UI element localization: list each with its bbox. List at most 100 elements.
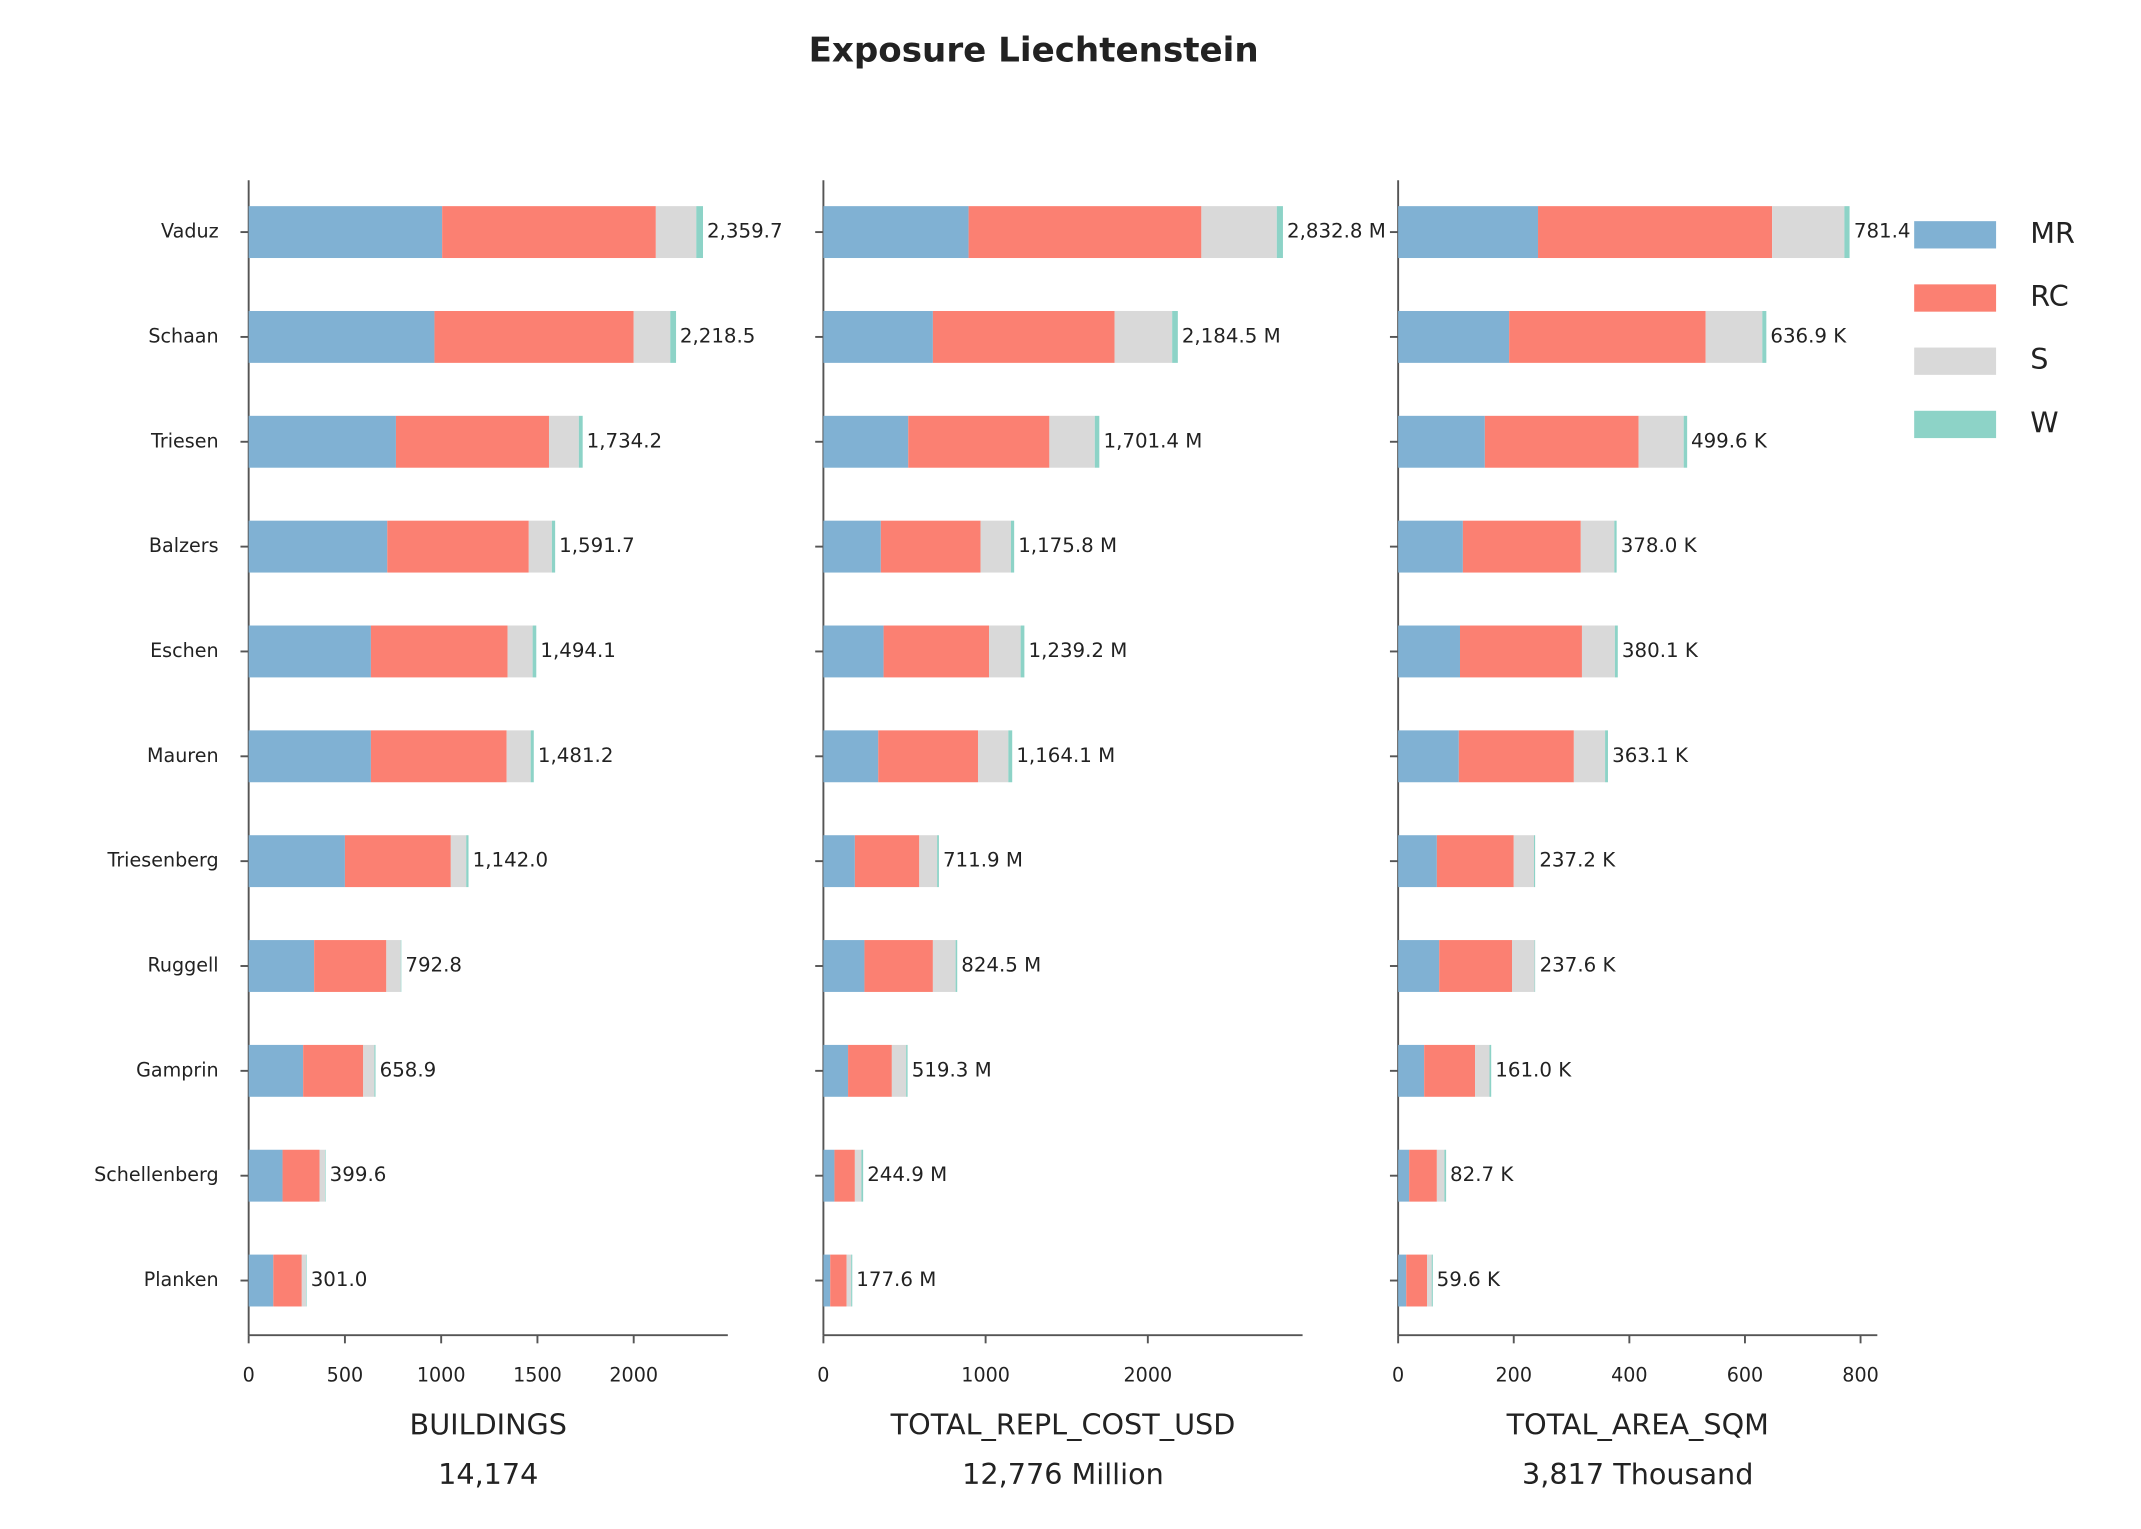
bar-segment bbox=[1458, 730, 1574, 783]
total-label: 378.0 K bbox=[1621, 534, 1698, 557]
bar-segment bbox=[955, 940, 958, 992]
bar-segment bbox=[1398, 310, 1510, 363]
bar-segment bbox=[1406, 1254, 1428, 1307]
y-tick-label: Mauren bbox=[147, 744, 219, 767]
bar-segment bbox=[696, 206, 704, 259]
legend-label: MR bbox=[2030, 216, 2075, 250]
total-label: 824.5 M bbox=[961, 954, 1041, 977]
bar-segment bbox=[450, 835, 467, 888]
total-label: 177.6 M bbox=[856, 1268, 936, 1291]
x-tick-label: 500 bbox=[327, 1364, 363, 1387]
bar-segment bbox=[823, 835, 855, 888]
bar-segment bbox=[507, 625, 533, 678]
bar-segment bbox=[823, 415, 909, 468]
total-label: 1,701.4 M bbox=[1103, 429, 1202, 452]
bar-segment bbox=[374, 1044, 376, 1097]
bar-segment bbox=[1605, 730, 1608, 783]
bar-segment bbox=[248, 940, 315, 992]
bar-segment bbox=[1398, 730, 1459, 783]
bar-segment bbox=[1409, 1149, 1437, 1202]
legend-label: RC bbox=[2030, 279, 2068, 313]
x-tick-label: 1000 bbox=[417, 1364, 466, 1387]
total-label: 59.6 K bbox=[1437, 1268, 1501, 1291]
total-label: 1,142.0 bbox=[473, 849, 549, 872]
bar-segment bbox=[248, 310, 435, 363]
total-label: 1,591.7 bbox=[559, 534, 635, 557]
bar-segment bbox=[1462, 520, 1581, 573]
bar-segment bbox=[1484, 415, 1639, 468]
bar-segment bbox=[1398, 835, 1437, 888]
bar-segment bbox=[823, 310, 933, 363]
legend-swatch bbox=[1914, 221, 1997, 249]
bar-segment bbox=[1705, 310, 1763, 363]
bar-segment bbox=[530, 730, 534, 783]
y-tick-label: Planken bbox=[144, 1268, 219, 1291]
legend-swatch bbox=[1914, 347, 1997, 375]
x-axis-sublabel: 12,776 Million bbox=[962, 1457, 1164, 1491]
bar-segment bbox=[891, 1044, 907, 1097]
y-tick-label: Triesenberg bbox=[106, 849, 218, 872]
total-label: 1,239.2 M bbox=[1029, 639, 1128, 662]
bar-segment bbox=[1475, 1044, 1490, 1097]
bar-segment bbox=[908, 415, 1050, 468]
bar-segment bbox=[1172, 310, 1178, 363]
x-axis-label: TOTAL_AREA_SQM bbox=[1506, 1408, 1769, 1442]
bar-segment bbox=[248, 206, 443, 259]
bar-segment bbox=[823, 1044, 849, 1097]
bar-segment bbox=[1398, 520, 1463, 573]
total-label: 1,164.1 M bbox=[1016, 744, 1115, 767]
x-tick-label: 800 bbox=[1842, 1364, 1878, 1387]
bar-segment bbox=[578, 415, 583, 468]
bar-segment bbox=[1614, 625, 1618, 678]
chart-title: Exposure Liechtenstein bbox=[809, 30, 1259, 70]
total-label: 792.8 bbox=[405, 954, 462, 977]
bar-segment bbox=[1581, 625, 1615, 678]
bar-segment bbox=[878, 730, 978, 783]
bar-segment bbox=[1398, 206, 1539, 259]
total-label: 636.9 K bbox=[1770, 324, 1847, 347]
bar-segment bbox=[1444, 1149, 1447, 1202]
bar-segment bbox=[1509, 310, 1706, 363]
bar-segment bbox=[1533, 835, 1536, 888]
bar-segment bbox=[823, 730, 879, 783]
bar-segment bbox=[1008, 730, 1013, 783]
total-label: 301.0 bbox=[311, 1268, 368, 1291]
total-label: 2,359.7 bbox=[707, 220, 783, 243]
legend-label: W bbox=[2030, 405, 2058, 439]
bar-segment bbox=[551, 520, 556, 573]
x-axis-sublabel: 3,817 Thousand bbox=[1522, 1457, 1753, 1491]
x-axis-label: BUILDINGS bbox=[410, 1408, 567, 1442]
bar-segment bbox=[854, 1149, 862, 1202]
x-tick-label: 2000 bbox=[1124, 1364, 1173, 1387]
bar-segment bbox=[670, 310, 677, 363]
bar-segment bbox=[532, 625, 537, 678]
x-tick-label: 600 bbox=[1727, 1364, 1763, 1387]
bar-segment bbox=[854, 835, 920, 888]
total-label: 711.9 M bbox=[943, 849, 1023, 872]
x-tick-label: 2000 bbox=[609, 1364, 658, 1387]
bar-segment bbox=[319, 1149, 326, 1202]
bar-segment bbox=[248, 520, 388, 573]
bar-segment bbox=[937, 835, 939, 888]
bar-segment bbox=[1114, 310, 1173, 363]
total-label: 1,175.8 M bbox=[1018, 534, 1117, 557]
total-label: 161.0 K bbox=[1495, 1058, 1572, 1081]
bar-segment bbox=[932, 310, 1115, 363]
x-tick-label: 0 bbox=[243, 1364, 255, 1387]
bar-segment bbox=[273, 1254, 302, 1307]
bar-segment bbox=[1573, 730, 1606, 783]
bar-segment bbox=[301, 1254, 307, 1307]
bar-segment bbox=[282, 1149, 320, 1202]
bar-segment bbox=[1276, 206, 1283, 259]
bar-segment bbox=[823, 1149, 835, 1202]
y-tick-label: Balzers bbox=[149, 534, 219, 557]
x-tick-label: 200 bbox=[1496, 1364, 1532, 1387]
bar-segment bbox=[1844, 206, 1850, 259]
x-tick-label: 0 bbox=[817, 1364, 829, 1387]
bar-segment bbox=[434, 310, 634, 363]
bar-segment bbox=[980, 520, 1011, 573]
total-label: 380.1 K bbox=[1622, 639, 1699, 662]
bar-segment bbox=[1459, 625, 1582, 678]
total-label: 1,494.1 bbox=[540, 639, 616, 662]
